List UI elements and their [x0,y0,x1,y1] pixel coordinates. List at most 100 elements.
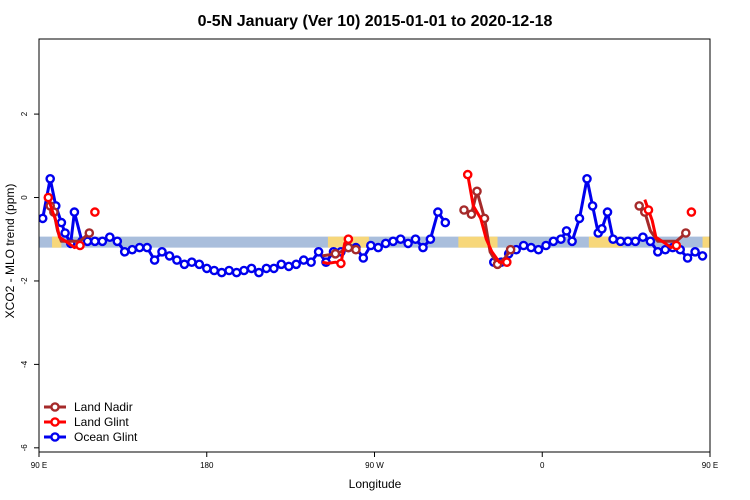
data-point [425,234,436,244]
data-point [209,265,219,276]
data-point [269,263,279,274]
data-point [179,259,190,270]
data-point [330,248,341,259]
data-point [403,238,413,249]
series-land-glint [43,169,697,269]
y-tick-label: -4 [20,360,29,368]
data-point [373,242,384,253]
data-point [172,255,182,265]
data-point [526,242,536,253]
data-point [291,259,302,270]
data-point [608,234,618,244]
y-tick-label: -2 [20,277,29,285]
data-point [164,251,175,261]
legend-label: Land Glint [74,415,129,429]
data-point [149,255,160,265]
x-tick-label: 90 E [31,461,47,470]
data-point [561,226,572,236]
data-point [418,242,428,253]
data-point [239,265,249,276]
data-point [90,236,100,247]
x-tick-label: 90 W [365,461,384,470]
data-point [75,240,85,251]
data-point [630,236,641,247]
data-point [597,223,607,234]
data-point [686,207,697,217]
data-point [365,240,376,251]
y-tick-label: 0 [20,195,29,200]
x-tick-label: 0 [540,461,545,470]
data-point [395,234,406,244]
y-axis-label: XCO2 - MLO trend (ppm) [3,184,17,319]
data-point [43,192,54,203]
data-point [336,258,346,269]
y-tick-label: -6 [20,444,29,452]
data-point [556,234,566,244]
data-point [69,207,80,217]
data-point [380,238,391,249]
legend-entry: Land Nadir [44,400,133,414]
data-point [283,261,294,272]
data-point [186,257,197,268]
data-point [84,228,95,238]
data-point [90,207,100,217]
data-point [505,244,516,255]
data-point [194,259,205,270]
data-point [567,236,577,247]
data-point [358,253,369,263]
data-point [231,267,242,278]
data-point [623,236,633,247]
data-point [298,255,309,265]
data-point [660,244,671,255]
data-point [97,236,108,247]
data-point [254,267,264,278]
legend-entry: Land Glint [44,415,129,429]
data-point [574,213,585,224]
data-point [45,173,56,184]
data-point [201,263,212,274]
data-point [134,242,145,253]
data-point [582,173,592,184]
data-point [615,236,626,247]
y-axis-ticks: 2 0 -2 -4 -6 [20,111,39,451]
data-point [645,236,656,247]
data-point [587,201,598,211]
data-point [433,207,443,217]
data-point [261,263,272,274]
x-tick-label: 180 [200,461,214,470]
y-tick-label: 2 [20,111,29,116]
data-point [119,246,130,257]
data-point [142,242,152,253]
legend-marker [50,432,60,442]
x-axis-ticks: 90 E 180 90 W 0 90 E [31,452,718,470]
plot-area [39,169,710,278]
data-point [216,267,227,278]
data-point [306,257,316,268]
data-point [39,213,48,224]
data-point [56,217,67,228]
data-point [351,244,361,255]
data-point [246,263,257,274]
data-point [459,205,469,215]
chart-title: 0-5N January (Ver 10) 2015-01-01 to 2020… [198,13,553,30]
data-point [638,232,648,242]
data-point [60,228,70,238]
data-point [276,259,287,270]
data-point [634,201,645,211]
legend-marker [50,417,60,427]
data-point [681,228,691,238]
data-point [533,244,544,255]
data-point [602,207,613,217]
data-point [501,257,512,268]
data-point [343,234,354,244]
data-point [466,209,477,219]
data-point [388,236,398,247]
data-point [105,232,115,242]
legend-label: Land Nadir [74,400,133,414]
data-point [224,265,234,276]
data-point [462,169,473,180]
data-point [112,236,123,247]
data-point [690,246,700,257]
